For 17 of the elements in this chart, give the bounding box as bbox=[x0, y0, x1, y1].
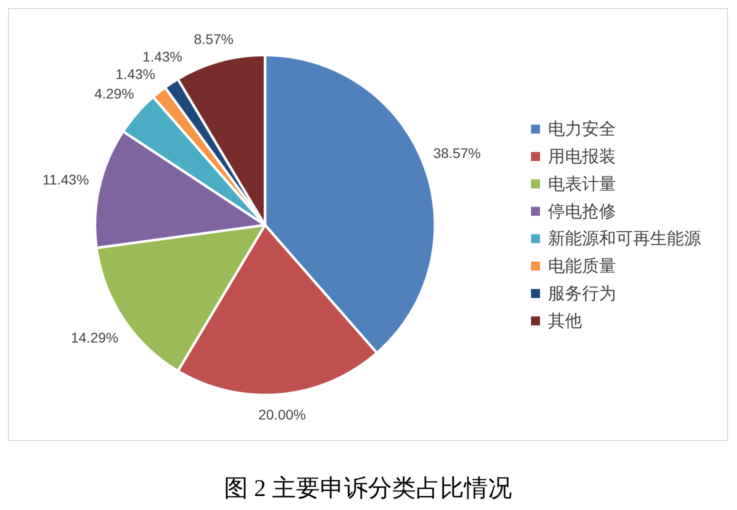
data-label: 1.43% bbox=[116, 66, 156, 82]
legend-label: 电力安全 bbox=[548, 120, 616, 139]
data-label: 4.29% bbox=[94, 85, 134, 102]
legend-label: 服务行为 bbox=[548, 284, 616, 303]
legend-label: 电表计量 bbox=[548, 174, 616, 194]
legend-label: 新能源和可再生能源 bbox=[548, 229, 701, 248]
data-label: 20.00% bbox=[258, 406, 306, 422]
data-label: 1.43% bbox=[142, 48, 182, 65]
legend-label: 其他 bbox=[548, 311, 582, 330]
legend-label: 电能质量 bbox=[548, 256, 616, 276]
data-label: 11.43% bbox=[42, 172, 89, 188]
legend-label: 用电报装 bbox=[548, 147, 616, 166]
legend-label: 停电抢修 bbox=[548, 202, 616, 221]
data-label: 14.29% bbox=[70, 330, 118, 346]
data-label: 8.57% bbox=[194, 30, 234, 47]
data-label: 38.57% bbox=[433, 144, 481, 161]
text: 图 2 主要申诉分类占比情况 bbox=[224, 475, 512, 502]
